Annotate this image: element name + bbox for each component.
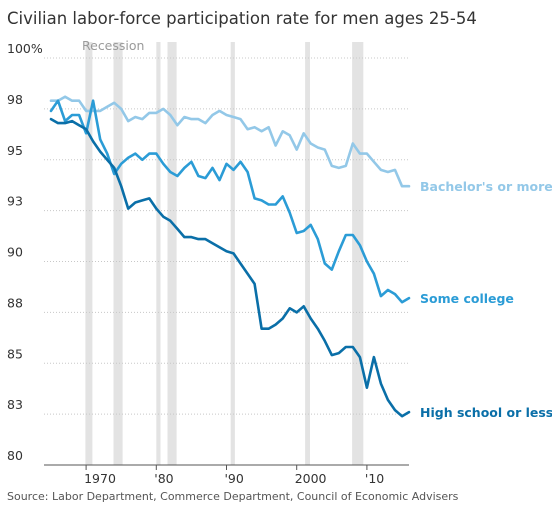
series-line-high-school-or-less [49,117,411,418]
y-axis-tick-labels: 100% 98 95 93 90 88 85 83 80 [7,41,43,463]
y-tick-label: 88 [7,295,23,310]
y-tick-label: 80 [7,448,23,463]
y-tick-label: 100% [7,41,43,56]
x-tick-label: '90 [225,471,244,486]
y-tick-label: 93 [7,194,23,209]
recession-band-4 [167,42,177,465]
series-line-bachelor-s-or-more [49,95,411,188]
x-tick-label: '80 [154,471,173,486]
y-tick-label: 90 [7,245,23,260]
recession-band-6 [305,42,310,465]
recession-band-1 [85,42,93,465]
y-tick-label: 98 [7,92,23,107]
x-axis-tick-labels: 1970 '80 '90 2000 '10 [84,465,384,486]
series-label-high-school-or-less: High school or less [420,405,552,420]
series-labels: Bachelor's or more Some college High schoo… [420,179,552,420]
chart-title: Civilian labor-force participation rate … [7,9,477,28]
series-label-some-college: Some college [420,291,514,306]
x-tick-label: 2000 [295,471,327,486]
source-note: Source: Labor Department, Commerce Depar… [7,490,459,503]
y-tick-label: 95 [7,143,23,158]
y-tick-label: 83 [7,397,23,412]
series-lines [49,95,411,418]
recession-label: Recession [82,38,144,53]
series-label-bachelor-s-or-more: Bachelor's or more [420,179,552,194]
x-tick-label: 1970 [84,471,116,486]
y-tick-label: 85 [7,346,23,361]
x-tick-label: '10 [365,471,384,486]
recession-band-3 [156,42,161,465]
recession-band-7 [352,42,364,465]
recession-band-2 [113,42,123,465]
